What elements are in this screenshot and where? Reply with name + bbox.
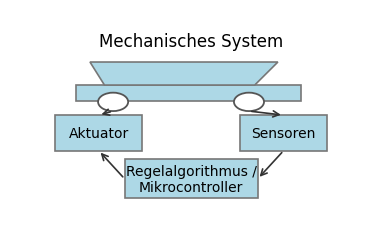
Text: Mechanisches System: Mechanisches System bbox=[99, 33, 283, 51]
Text: Aktuator: Aktuator bbox=[69, 126, 129, 140]
Text: Sensoren: Sensoren bbox=[251, 126, 316, 140]
FancyBboxPatch shape bbox=[240, 116, 327, 151]
Circle shape bbox=[234, 93, 264, 112]
Circle shape bbox=[98, 93, 128, 112]
Polygon shape bbox=[75, 86, 301, 101]
FancyBboxPatch shape bbox=[55, 116, 142, 151]
Polygon shape bbox=[90, 63, 278, 86]
FancyBboxPatch shape bbox=[125, 160, 258, 199]
Text: Regelalgorithmus /
Mikrocontroller: Regelalgorithmus / Mikrocontroller bbox=[126, 164, 257, 194]
